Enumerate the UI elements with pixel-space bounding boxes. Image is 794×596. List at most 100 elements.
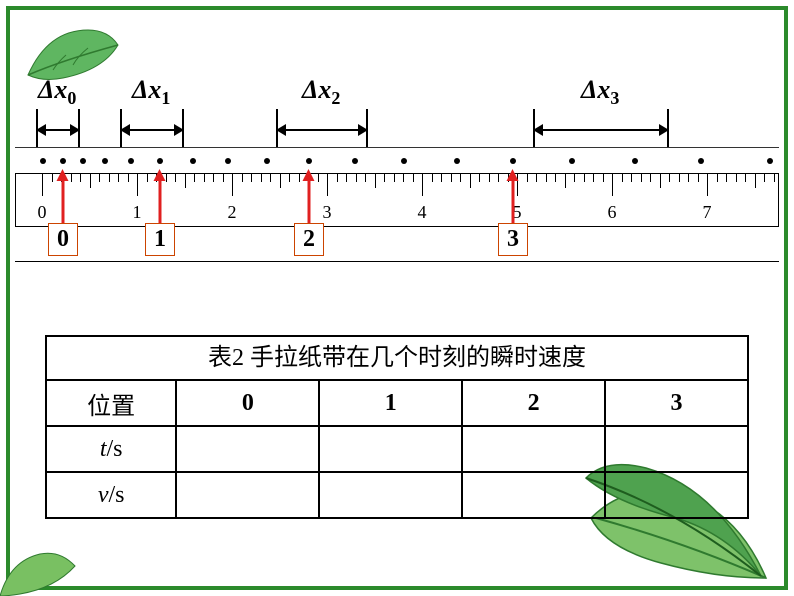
ruler-tick xyxy=(147,174,148,182)
ruler-tick xyxy=(717,174,718,182)
ruler-tick xyxy=(213,174,214,182)
ruler-tick xyxy=(90,174,91,188)
ruler-tick xyxy=(118,174,119,182)
tape-dot xyxy=(190,158,196,164)
ruler-tick xyxy=(128,174,129,182)
tape-dot xyxy=(264,158,270,164)
delta-label-2: Δx2 xyxy=(302,75,340,109)
ruler-tick xyxy=(261,174,262,182)
data-table: 表2 手拉纸带在几个时刻的瞬时速度 位置0123t/sv/s xyxy=(45,335,749,519)
ruler-number: 1 xyxy=(133,202,142,223)
marker-arrow-0 xyxy=(62,179,65,223)
ruler-tick xyxy=(479,174,480,182)
ruler-tick xyxy=(242,174,243,182)
ruler-tick xyxy=(403,174,404,182)
interval-arrow-2 xyxy=(276,111,368,151)
ruler-tick xyxy=(612,174,613,196)
table-cell xyxy=(319,426,462,472)
leaf-bottom-left xyxy=(0,536,80,596)
ruler-tick xyxy=(688,174,689,182)
interval-arrow-0 xyxy=(36,111,80,151)
marker-label-2: 2 xyxy=(294,223,324,256)
ruler-tick xyxy=(223,174,224,182)
tape-dot xyxy=(454,158,460,164)
ruler-tick xyxy=(555,174,556,182)
table-cell xyxy=(605,472,748,518)
ruler-tick xyxy=(166,174,167,182)
delta-label-1: Δx1 xyxy=(132,75,170,109)
tape-dot xyxy=(80,158,86,164)
ruler-number: 7 xyxy=(703,202,712,223)
ruler-tick xyxy=(137,174,138,196)
ruler-tick xyxy=(736,174,737,182)
ruler-tick xyxy=(337,174,338,182)
tape-dot xyxy=(40,158,46,164)
ruler-tick xyxy=(204,174,205,182)
ruler-tick xyxy=(71,174,72,182)
table-col-header: 1 xyxy=(319,380,462,426)
ruler-tick xyxy=(755,174,756,188)
ruler-tick xyxy=(365,174,366,182)
ruler-tick xyxy=(650,174,651,182)
ruler-tick xyxy=(631,174,632,182)
ruler-diagram: Δx0Δx1Δx2Δx3 01234567 0123 xyxy=(15,75,779,265)
interval-arrow-1 xyxy=(120,111,184,151)
ruler-tick xyxy=(175,174,176,182)
ruler-tick xyxy=(622,174,623,182)
ruler-tick xyxy=(660,174,661,188)
table-cell xyxy=(319,472,462,518)
ruler-tick xyxy=(232,174,233,196)
ruler-tick xyxy=(536,174,537,182)
marker-arrow-1 xyxy=(159,179,162,223)
ruler-tick xyxy=(109,174,110,182)
ruler-tick xyxy=(99,174,100,182)
ruler-tick xyxy=(185,174,186,188)
data-table-wrap: 表2 手拉纸带在几个时刻的瞬时速度 位置0123t/sv/s xyxy=(45,335,749,519)
ruler-tick xyxy=(669,174,670,182)
ruler-tick xyxy=(603,174,604,182)
ruler-tick xyxy=(327,174,328,196)
ruler-tick xyxy=(422,174,423,196)
table-cell xyxy=(176,426,319,472)
ruler-tick xyxy=(574,174,575,182)
ruler-tick xyxy=(52,174,53,182)
ruler-tick xyxy=(451,174,452,182)
ruler-tick xyxy=(432,174,433,182)
interval-arrow-3 xyxy=(533,111,669,151)
ruler-tick xyxy=(679,174,680,182)
tape-dot xyxy=(698,158,704,164)
table-columns-label: 位置 xyxy=(46,380,176,426)
ruler-tick xyxy=(707,174,708,196)
tape-dot xyxy=(767,158,773,164)
ruler-tick xyxy=(641,174,642,182)
table-cell xyxy=(462,426,605,472)
table-row-label: v/s xyxy=(46,472,176,518)
ruler-number: 3 xyxy=(323,202,332,223)
table-cell xyxy=(462,472,605,518)
ruler-tick xyxy=(356,174,357,182)
ruler-tick xyxy=(565,174,566,188)
ruler-tick xyxy=(270,174,271,182)
ruler-tick xyxy=(299,174,300,182)
ruler-number: 2 xyxy=(228,202,237,223)
table-col-header: 3 xyxy=(605,380,748,426)
tape-dot xyxy=(401,158,407,164)
table-cell xyxy=(605,426,748,472)
ruler-tick xyxy=(375,174,376,188)
ruler-tick xyxy=(745,174,746,182)
table-col-header: 0 xyxy=(176,380,319,426)
tape-dot xyxy=(510,158,516,164)
marker-arrow-3 xyxy=(512,179,515,223)
ruler-tick xyxy=(546,174,547,182)
ruler-tick xyxy=(346,174,347,182)
ruler-tick xyxy=(394,174,395,182)
ruler-tick xyxy=(289,174,290,182)
ruler-number: 4 xyxy=(418,202,427,223)
ruler-tick xyxy=(42,174,43,196)
marker-arrow-2 xyxy=(308,179,311,223)
ruler-number: 6 xyxy=(608,202,617,223)
table-row-label: t/s xyxy=(46,426,176,472)
ruler-tick xyxy=(251,174,252,182)
tape-dot xyxy=(352,158,358,164)
tape-dot xyxy=(225,158,231,164)
